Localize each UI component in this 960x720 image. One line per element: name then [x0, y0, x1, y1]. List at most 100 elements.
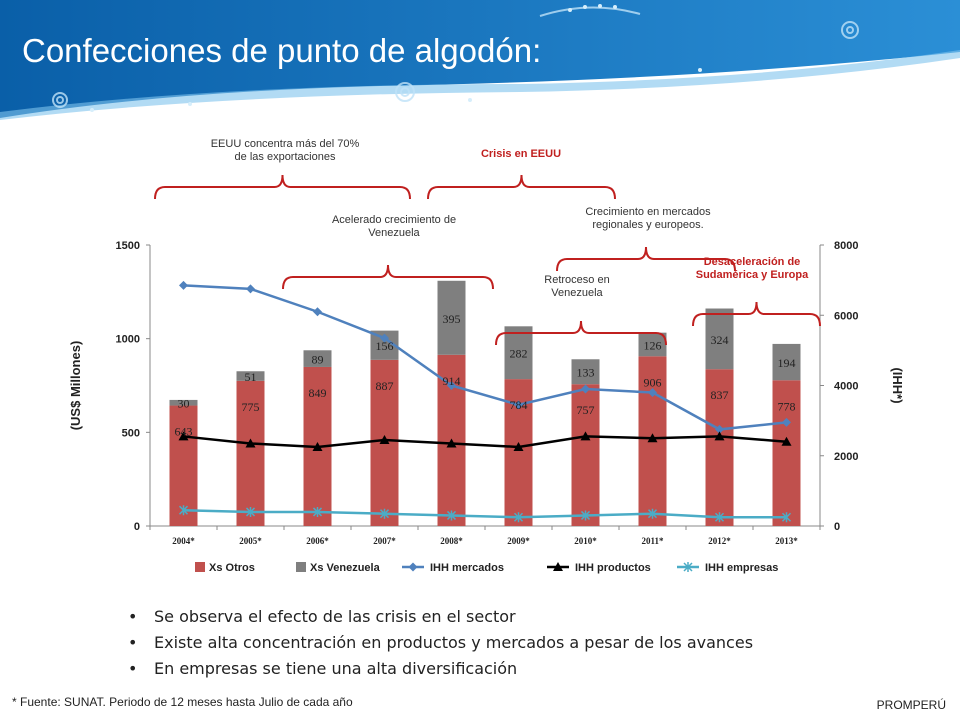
x-tick-label: 2009*: [507, 536, 530, 546]
page-title: Confecciones de punto de algodón:: [22, 32, 542, 69]
x-tick-label: 2005*: [239, 536, 262, 546]
point-ihh-productos: [312, 441, 323, 451]
point-ihh-empresas: [446, 510, 457, 521]
x-tick-label: 2004*: [172, 536, 195, 546]
point-ihh-productos: [245, 438, 256, 448]
data-label-xs-venezuela: 156: [376, 339, 394, 353]
y2-tick-label: 0: [834, 521, 840, 533]
x-tick-label: 2007*: [373, 536, 396, 546]
y-tick-label: 1500: [116, 240, 140, 252]
header-background: [0, 0, 960, 120]
point-ihh-empresas: [714, 512, 725, 523]
annotation-text: Crecimiento en mercados: [585, 206, 711, 218]
bar-xs-otros: [772, 380, 801, 526]
legend-label: Xs Otros: [209, 562, 255, 574]
y-tick-label: 1000: [116, 334, 140, 346]
legend-swatch-xs-otros: [195, 562, 205, 572]
legend-marker-ihh-mercados: [408, 562, 418, 572]
annotation-bracket: [282, 264, 494, 290]
header-banner: Confecciones de punto de algodón:: [0, 0, 960, 120]
data-label-xs-otros: 906: [644, 375, 662, 389]
line-ihh-mercados: [183, 284, 787, 431]
data-label-xs-otros: 643: [175, 425, 193, 439]
point-ihh-productos: [446, 438, 457, 448]
annotation-text: Acelerado crecimiento de: [332, 214, 456, 226]
point-ihh-mercados: [715, 424, 724, 434]
annotation-text: de las exportaciones: [235, 151, 336, 163]
bar-xs-venezuela: [772, 343, 801, 381]
point-ihh-empresas: [647, 508, 658, 519]
data-label-xs-otros: 914: [443, 374, 461, 388]
bullet-icon: •: [128, 659, 138, 678]
y-tick-label: 500: [122, 427, 140, 439]
legend-marker-ihh-productos: [553, 562, 563, 571]
x-tick-label: 2006*: [306, 536, 329, 546]
decorative-dots-icon: [90, 4, 702, 112]
line-ihh-empresas: [183, 508, 787, 519]
legend-marker-ihh-empresas: [683, 562, 693, 572]
bullet-item: • Se observa el efecto de las crisis en e…: [128, 604, 753, 630]
legend-label: IHH productos: [575, 562, 651, 574]
point-ihh-productos: [580, 431, 591, 441]
annotation-bracket: [495, 320, 667, 346]
point-ihh-empresas: [513, 512, 524, 523]
data-label-xs-otros: 784: [510, 398, 528, 412]
bullet-item: • En empresas se tiene una alta diversifi…: [128, 656, 753, 682]
annotation-text: Sudamérica y Europa: [696, 269, 809, 281]
x-tick-label: 2013*: [775, 536, 798, 546]
data-label-xs-otros: 757: [577, 403, 595, 417]
data-label-xs-venezuela: 324: [711, 333, 729, 347]
point-ihh-mercados: [313, 307, 322, 317]
point-ihh-mercados: [380, 333, 389, 343]
annotation-text: Desaceleración de: [704, 256, 801, 268]
y-axis-title: (US$ Millones): [68, 341, 83, 431]
y2-tick-label: 6000: [834, 310, 858, 322]
footnote: * Fuente: SUNAT. Periodo de 12 meses has…: [12, 695, 353, 709]
point-ihh-productos: [647, 433, 658, 443]
bar-xs-venezuela: [504, 326, 533, 380]
data-label-xs-otros: 775: [242, 400, 260, 414]
legend-swatch-xs-venezuela: [296, 562, 306, 572]
annotation-text: Venezuela: [551, 287, 603, 299]
point-ihh-mercados: [648, 388, 657, 398]
bar-xs-venezuela: [571, 359, 600, 385]
point-ihh-empresas: [178, 505, 189, 516]
legend-label: Xs Venezuela: [310, 562, 381, 574]
data-label-xs-venezuela: 194: [778, 356, 796, 370]
data-label-xs-venezuela: 30: [178, 397, 190, 411]
point-ihh-mercados: [179, 280, 188, 290]
bullet-icon: •: [128, 607, 138, 626]
point-ihh-productos: [379, 434, 390, 444]
decorative-swirl-icon: [52, 6, 859, 108]
bullet-icon: •: [128, 633, 138, 652]
annotation-text: Venezuela: [368, 227, 420, 239]
point-ihh-productos: [781, 436, 792, 446]
bullet-text: En empresas se tiene una alta diversific…: [154, 659, 518, 678]
brand-label: PROMPERÚ: [876, 698, 946, 712]
annotation-text: regionales y europeos.: [592, 219, 703, 231]
data-label-xs-venezuela: 395: [443, 312, 461, 326]
point-ihh-mercados: [514, 400, 523, 410]
data-label-xs-venezuela: 133: [577, 366, 595, 380]
data-label-xs-venezuela: 282: [510, 347, 528, 361]
legend-label: IHH mercados: [430, 562, 504, 574]
annotation-text: Crisis en EEUU: [481, 148, 561, 160]
bar-xs-venezuela: [169, 399, 198, 406]
point-ihh-empresas: [245, 506, 256, 517]
point-ihh-productos: [513, 441, 524, 451]
point-ihh-empresas: [580, 510, 591, 521]
data-label-xs-otros: 778: [778, 399, 796, 413]
bar-xs-venezuela: [303, 350, 332, 367]
annotation-bracket: [692, 301, 821, 327]
point-ihh-mercados: [581, 384, 590, 394]
point-ihh-productos: [714, 431, 725, 441]
bar-xs-otros: [571, 384, 600, 526]
point-ihh-productos: [178, 431, 189, 441]
bar-xs-venezuela: [437, 280, 466, 355]
point-ihh-mercados: [782, 417, 791, 427]
bar-xs-venezuela: [705, 308, 734, 370]
x-tick-label: 2011*: [641, 536, 664, 546]
point-ihh-mercados: [447, 381, 456, 390]
x-tick-label: 2012*: [708, 536, 731, 546]
point-ihh-empresas: [781, 512, 792, 523]
